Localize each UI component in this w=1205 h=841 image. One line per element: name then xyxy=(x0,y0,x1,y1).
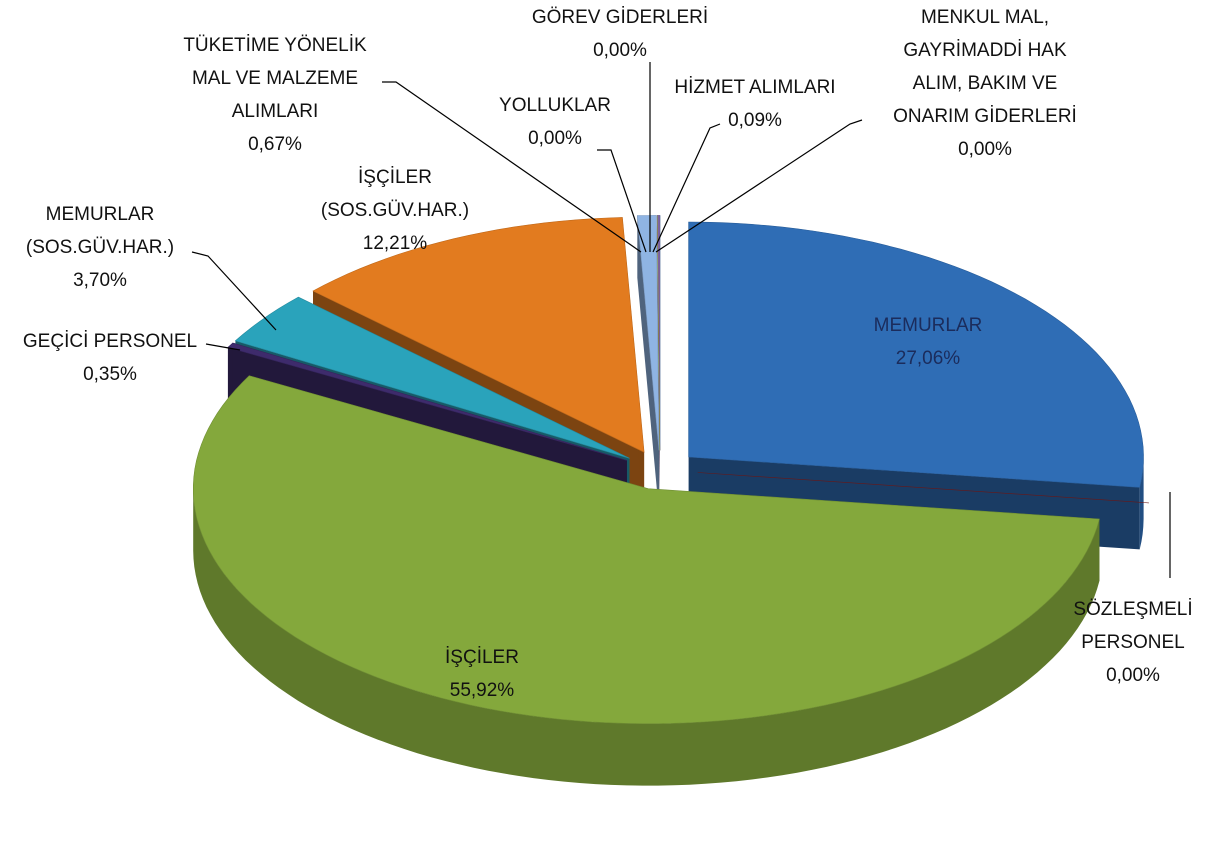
slice-label: (SOS.GÜV.HAR.) xyxy=(26,237,174,258)
slice-label: ONARIM GİDERLERİ xyxy=(893,106,1077,127)
value-label: 12,21% xyxy=(363,233,428,254)
value-label: 0,00% xyxy=(1106,665,1160,686)
slice-label: YOLLUKLAR xyxy=(499,95,611,116)
slice-label: MENKUL MAL, xyxy=(921,7,1049,28)
slice xyxy=(656,215,661,451)
slice xyxy=(312,217,645,453)
value-label: 0,00% xyxy=(528,128,582,149)
slice xyxy=(697,472,1149,504)
value-label: 0,67% xyxy=(248,134,302,155)
slice-label: ALIMLARI xyxy=(232,101,319,122)
slice-label: ALIM, BAKIM VE xyxy=(913,73,1058,94)
slice-label: MEMURLAR xyxy=(874,315,983,336)
slice-side xyxy=(1139,457,1144,550)
value-label: 0,35% xyxy=(83,364,137,385)
leader-line xyxy=(382,81,642,253)
slice-label: İŞÇİLER xyxy=(445,647,519,668)
slice-label: GAYRİMADDİ HAK xyxy=(903,40,1067,61)
slice-side xyxy=(637,215,659,513)
slice-label: (SOS.GÜV.HAR.) xyxy=(321,200,469,221)
value-label: 0,00% xyxy=(593,40,647,61)
slice-label: MEMURLAR xyxy=(46,204,155,225)
leader-line xyxy=(205,343,241,351)
value-label: 27,06% xyxy=(896,348,961,369)
slice-label: TÜKETİME YÖNELİK xyxy=(183,35,367,56)
slice-label: GÖREV GİDERLERİ xyxy=(532,7,708,28)
leader-line xyxy=(652,123,721,253)
value-label: 0,00% xyxy=(958,139,1012,160)
value-label: 3,70% xyxy=(73,270,127,291)
slice-label: HİZMET ALIMLARI xyxy=(674,77,835,98)
leader-line xyxy=(597,149,647,253)
slice-label: GEÇİCİ PERSONEL xyxy=(23,331,197,352)
value-label: 55,92% xyxy=(450,680,515,701)
slice xyxy=(193,375,1100,724)
slice-label: MAL VE MALZEME xyxy=(192,68,358,89)
value-label: 0,09% xyxy=(728,110,782,131)
slice xyxy=(688,221,1144,488)
slice xyxy=(636,215,660,451)
leader-line xyxy=(655,119,863,253)
leader-line xyxy=(191,251,277,331)
slice xyxy=(227,342,627,461)
slice-side xyxy=(193,488,1100,786)
slice-label: SÖZLEŞMELİ xyxy=(1073,599,1192,620)
slice-label: İŞÇİLER xyxy=(358,167,432,188)
slice-label: PERSONEL xyxy=(1081,632,1184,653)
